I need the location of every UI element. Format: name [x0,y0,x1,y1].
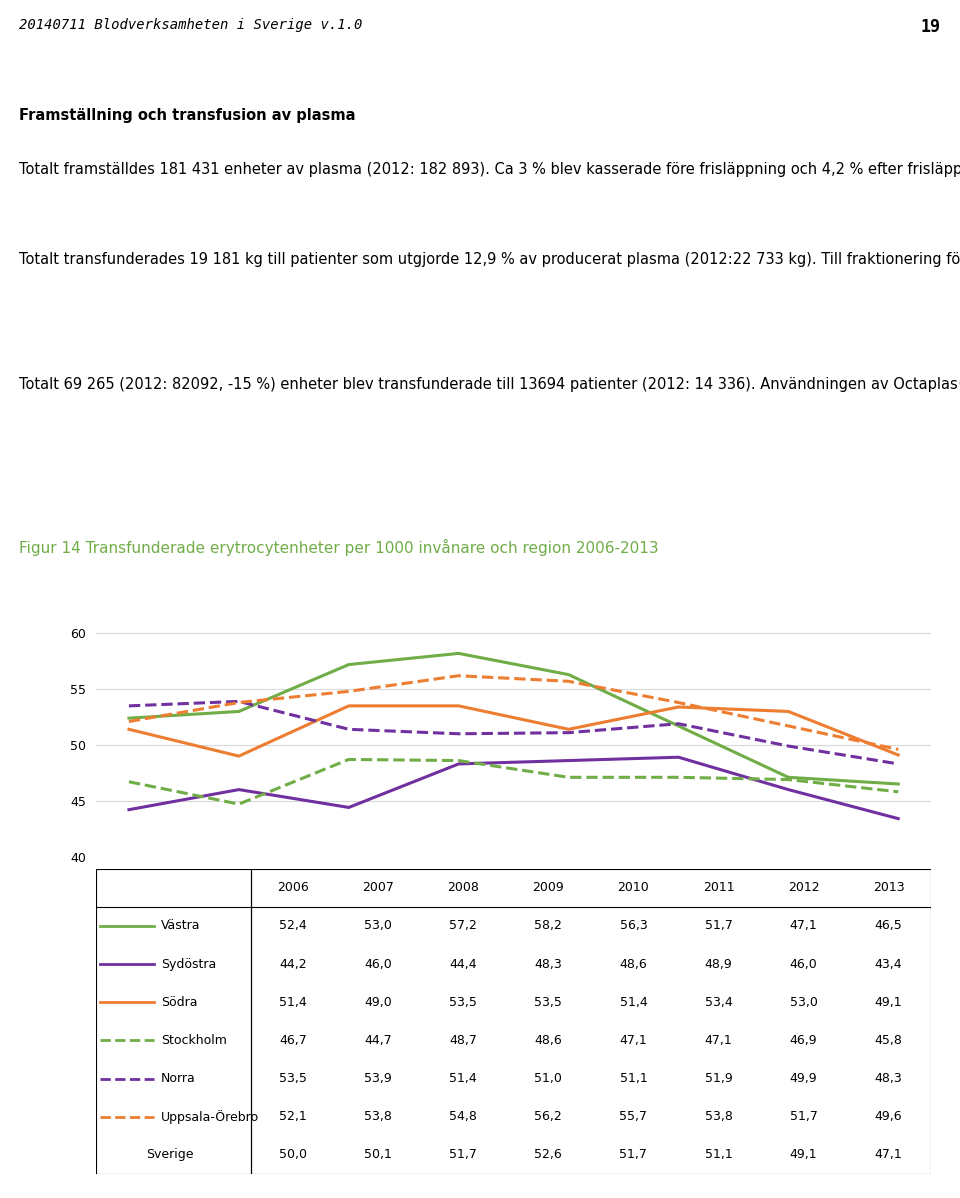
Text: 44,4: 44,4 [449,957,477,970]
Text: 51,4: 51,4 [449,1072,477,1085]
Text: 2007: 2007 [362,882,394,894]
Text: 52,1: 52,1 [279,1111,307,1124]
Text: 2009: 2009 [533,882,564,894]
Text: Totalt 69 265 (2012: 82092, -15 %) enheter blev transfunderade till 13694 patien: Totalt 69 265 (2012: 82092, -15 %) enhet… [19,377,960,393]
Text: Norra: Norra [161,1072,196,1085]
Text: 53,5: 53,5 [449,996,477,1009]
Text: 53,0: 53,0 [790,996,818,1009]
Text: 19: 19 [921,18,941,36]
Text: Totalt transfunderades 19 181 kg till patienter som utgjorde 12,9 % av producera: Totalt transfunderades 19 181 kg till pa… [19,252,960,267]
Text: Sydöstra: Sydöstra [161,957,216,970]
Text: 52,4: 52,4 [279,919,307,932]
Text: 48,3: 48,3 [535,957,563,970]
Text: 47,1: 47,1 [705,1034,732,1047]
Text: 50,0: 50,0 [279,1149,307,1161]
Text: 53,5: 53,5 [279,1072,307,1085]
Text: 51,1: 51,1 [705,1149,732,1161]
Text: Stockholm: Stockholm [161,1034,227,1047]
Text: Framställning och transfusion av plasma: Framställning och transfusion av plasma [19,108,356,123]
Text: 48,7: 48,7 [449,1034,477,1047]
Text: 51,7: 51,7 [619,1149,647,1161]
Text: 48,9: 48,9 [705,957,732,970]
Text: 57,2: 57,2 [449,919,477,932]
Text: 46,0: 46,0 [364,957,392,970]
Text: 2008: 2008 [447,882,479,894]
Text: 2010: 2010 [617,882,649,894]
Text: 53,5: 53,5 [535,996,563,1009]
Text: 48,6: 48,6 [535,1034,563,1047]
Text: 50,1: 50,1 [364,1149,392,1161]
Text: 46,5: 46,5 [875,919,902,932]
Text: 53,8: 53,8 [364,1111,392,1124]
Text: 51,4: 51,4 [619,996,647,1009]
Text: 47,1: 47,1 [875,1149,902,1161]
Text: 53,9: 53,9 [364,1072,392,1085]
Text: 56,3: 56,3 [619,919,647,932]
Text: Sverige: Sverige [146,1149,194,1161]
Text: 2012: 2012 [788,882,820,894]
Text: 48,3: 48,3 [875,1072,902,1085]
Text: 49,6: 49,6 [875,1111,902,1124]
Text: 49,9: 49,9 [790,1072,817,1085]
Text: 51,9: 51,9 [705,1072,732,1085]
Text: 51,0: 51,0 [535,1072,563,1085]
Text: 49,1: 49,1 [875,996,902,1009]
Text: 53,4: 53,4 [705,996,732,1009]
Text: Uppsala-Örebro: Uppsala-Örebro [161,1109,259,1124]
Text: 44,7: 44,7 [364,1034,392,1047]
Text: 46,7: 46,7 [279,1034,307,1047]
Text: 49,0: 49,0 [364,996,392,1009]
Text: 2011: 2011 [703,882,734,894]
Text: 51,7: 51,7 [790,1111,818,1124]
Text: 53,0: 53,0 [364,919,392,932]
Text: Södra: Södra [161,996,198,1009]
Text: Totalt framställdes 181 431 enheter av plasma (2012: 182 893). Ca 3 % blev kasse: Totalt framställdes 181 431 enheter av p… [19,162,960,177]
Text: 51,4: 51,4 [279,996,307,1009]
Text: 54,8: 54,8 [449,1111,477,1124]
Text: Figur 14 Transfunderade erytrocytenheter per 1000 invånare och region 2006-2013: Figur 14 Transfunderade erytrocytenheter… [19,539,659,556]
Text: 46,9: 46,9 [790,1034,817,1047]
Text: 20140711 Blodverksamheten i Sverige v.1.0: 20140711 Blodverksamheten i Sverige v.1.… [19,18,363,32]
Text: 47,1: 47,1 [619,1034,647,1047]
Text: 47,1: 47,1 [790,919,818,932]
Text: 51,7: 51,7 [705,919,732,932]
Text: 49,1: 49,1 [790,1149,817,1161]
Text: 53,8: 53,8 [705,1111,732,1124]
Text: 45,8: 45,8 [875,1034,902,1047]
Text: 48,6: 48,6 [619,957,647,970]
Text: 55,7: 55,7 [619,1111,647,1124]
Text: 2006: 2006 [277,882,309,894]
Text: 56,2: 56,2 [535,1111,563,1124]
Text: 46,0: 46,0 [790,957,818,970]
Text: 2013: 2013 [873,882,904,894]
Text: Västra: Västra [161,919,201,932]
Text: 58,2: 58,2 [535,919,563,932]
Text: 51,1: 51,1 [619,1072,647,1085]
Text: 52,6: 52,6 [535,1149,563,1161]
Text: 44,2: 44,2 [279,957,307,970]
Text: 43,4: 43,4 [875,957,902,970]
Text: 51,7: 51,7 [449,1149,477,1161]
